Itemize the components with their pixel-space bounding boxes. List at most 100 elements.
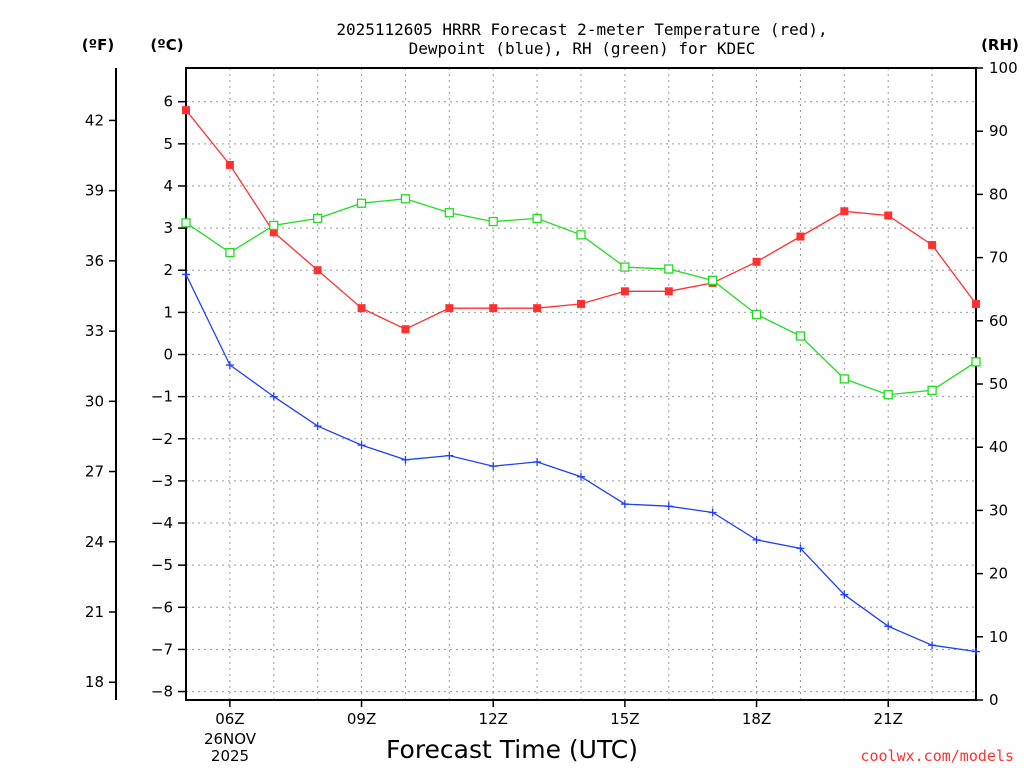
dewpoint-point [357,441,366,450]
dewpoint-point [313,422,322,431]
x-tick-label: 06Z [215,710,244,728]
rh-point [620,262,630,272]
celsius-tick-label: 1 [163,303,173,321]
rh-point [751,309,762,320]
temperature-point [182,106,190,115]
rh-tick-label: 60 [989,312,1008,330]
rh-tick-label: 50 [989,375,1008,393]
temperature-point [664,287,673,296]
dewpoint-point [840,590,849,599]
dewpoint-point [884,622,893,631]
dewpoint-point [708,508,717,517]
rh-point [839,374,849,384]
temperature-point [928,240,937,249]
rh-point [313,213,323,224]
axes: 06Z 09Z 12Z 15Z 18Z 21Z −8 −7 −6 −5 −4 −3 −2 −1 0 1 2 3 4 5… [85,59,1018,728]
fahrenheit-tick-label: 21 [85,603,104,621]
temperature-point [489,304,498,313]
celsius-tick-label: −2 [151,430,173,448]
dewpoint-point [620,500,629,509]
dewpoint-point [972,647,980,656]
dewpoint-line [185,274,977,653]
fahrenheit-tick-label: 42 [85,111,104,129]
fahrenheit-tick-label: 24 [85,533,104,551]
temperature-point [840,207,849,216]
celsius-tick-label: 6 [163,93,173,111]
dewpoint-point [577,472,585,481]
rh-point [488,216,498,227]
dewpoint-point [489,462,498,471]
rh-tick-label: 0 [989,691,999,709]
date-label-year: 2025 [211,747,249,765]
temperature-point [972,299,980,308]
x-tick-label: 15Z [610,710,639,728]
rh-unit-label: (RH) [981,36,1019,54]
celsius-unit-label: (ºC) [150,36,183,54]
dewpoint-point [928,641,937,650]
x-tick-label: 18Z [742,710,771,728]
rh-point [400,194,411,204]
data-series [181,106,981,656]
x-tick-label: 21Z [874,710,903,728]
rh-point [181,218,191,228]
chart-title-line-2: Dewpoint (blue), RH (green) for KDEC [409,39,756,58]
rh-tick-label: 20 [989,565,1008,583]
chart-title-line-1: 2025112605 HRRR Forecast 2-meter Tempera… [336,20,827,39]
celsius-tick-label: 0 [163,346,173,364]
rh-point [225,247,235,258]
celsius-tick-label: 3 [163,219,173,237]
celsius-tick-label: −7 [151,640,173,658]
rh-point [576,230,586,240]
celsius-tick-label: −5 [151,556,173,574]
dewpoint-point [269,392,278,401]
x-tick-label: 12Z [479,710,508,728]
rh-tick-label: 80 [989,185,1008,203]
temperature-point [752,257,761,266]
celsius-tick-label: 5 [163,135,173,153]
temperature-point [796,232,805,241]
celsius-tick-label: −6 [151,598,173,616]
rh-tick-label: 100 [989,59,1018,77]
fahrenheit-unit-label: (ºF) [82,36,114,54]
celsius-tick-label: −4 [151,514,173,532]
fahrenheit-tick-label: 39 [85,182,104,200]
dewpoint-point [182,270,190,279]
fahrenheit-tick-label: 30 [85,392,104,410]
fahrenheit-tick-label: 18 [85,673,104,691]
rh-tick-label: 90 [989,122,1008,140]
temperature-point [533,304,542,313]
dewpoint-point [225,361,234,370]
temperature-point [401,325,410,334]
celsius-tick-label: 4 [163,177,173,195]
rh-point [795,331,806,341]
temperature-point [884,211,893,220]
date-label-day: 26NOV [204,730,257,748]
dewpoint-point [664,502,673,511]
rh-point [664,264,674,274]
rh-point [356,198,367,208]
rh-point [444,208,454,218]
temperature-point [620,287,629,296]
rh-point [927,385,937,395]
x-tick-label: 09Z [347,710,376,728]
temperature-point [269,228,278,237]
celsius-tick-label: −3 [151,472,173,490]
credit-link[interactable]: coolwx.com/models [860,747,1014,765]
rh-tick-label: 10 [989,628,1008,646]
celsius-tick-label: −8 [151,683,173,701]
temperature-point [225,160,234,169]
dewpoint-point [445,451,454,460]
dewpoint-point [533,457,542,466]
x-axis-title: Forecast Time (UTC) [386,735,638,764]
temperature-point [357,304,366,313]
celsius-tick-label: −1 [151,388,173,406]
rh-tick-label: 30 [989,501,1008,519]
fahrenheit-tick-label: 27 [85,463,104,481]
dewpoint-point [752,535,761,544]
dewpoint-point [796,544,805,553]
temperature-point [313,266,322,275]
temperature-point [445,304,454,313]
rh-point [708,275,718,286]
temperature-point [577,299,585,308]
